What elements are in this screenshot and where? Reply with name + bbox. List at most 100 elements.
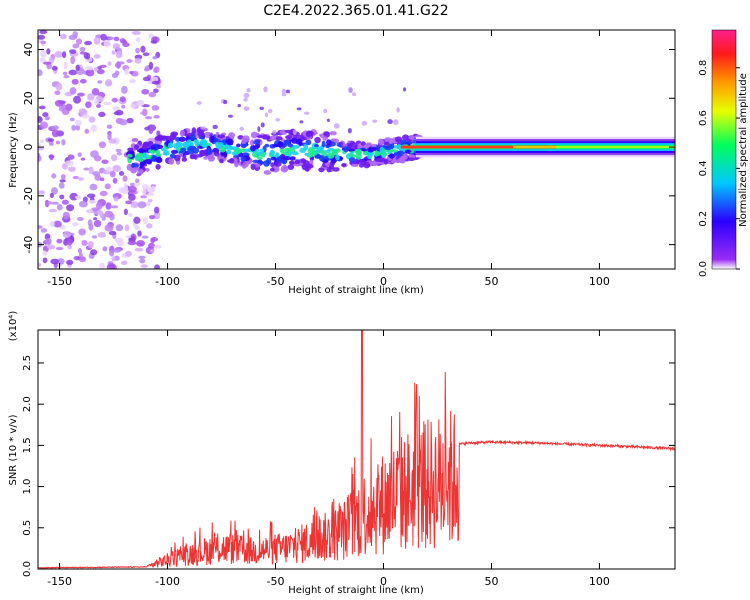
spectrogram-signal-dot xyxy=(139,161,144,169)
spectrogram-signal-dot xyxy=(335,154,340,161)
spectrogram-signal-dot xyxy=(144,159,153,165)
spectrogram-noise-dot xyxy=(111,97,119,103)
spectrogram-noise-dot xyxy=(148,91,157,98)
spectrogram-signal-dot xyxy=(363,161,371,169)
spectrogram-noise-dot xyxy=(87,240,94,249)
spectrogram-signal-dot xyxy=(309,159,314,166)
spectrogram-noise-dot xyxy=(136,173,142,177)
spectrogram-signal-dot xyxy=(343,146,349,153)
spectrogram-noise-dot xyxy=(88,199,97,204)
spectrogram-signal-dot xyxy=(127,147,134,152)
spectrogram-signal-dot xyxy=(264,112,269,118)
spectrogram-noise-dot xyxy=(79,78,87,84)
spectrogram-signal-dot xyxy=(288,160,295,164)
spectrogram-signal-dot xyxy=(403,152,408,159)
spectrogram-signal-dot xyxy=(145,167,150,172)
snr-xtick-label: -100 xyxy=(155,575,180,588)
spectrogram-noise-dot xyxy=(99,262,106,269)
snr-xtick-label: 50 xyxy=(484,575,498,588)
spectrogram-signal-dot xyxy=(240,156,246,162)
spectrogram-noise-dot xyxy=(103,39,111,48)
snr-axes: -150 -100 -50 0 50 100 0.0 0.5 1.0 1.5 2.0 2.5 xyxy=(22,330,675,588)
spectrogram-noise-dot xyxy=(42,250,48,256)
spectrogram-signal-dot xyxy=(213,151,220,157)
spectrogram-noise-dot xyxy=(59,33,67,40)
spectrogram-noise-dot xyxy=(102,101,112,106)
spectrogram-signal-dot xyxy=(387,119,393,125)
spectrogram-noise-dot xyxy=(51,187,58,195)
spectrogram-noise-dot xyxy=(150,76,159,82)
spectrogram-noise-dot xyxy=(47,201,53,205)
spectrogram-noise-dot xyxy=(110,154,118,162)
spectrogram-signal-dot xyxy=(187,148,195,155)
spectrogram-noise-dot xyxy=(81,239,88,246)
spectrogram-noise-dot xyxy=(111,264,117,269)
spectrogram-ylabel: Frequency (Hz) xyxy=(8,112,19,188)
spectrogram-signal-dot xyxy=(250,163,256,170)
spectrogram-noise-dot xyxy=(153,66,160,73)
spectrogram-noise-dot xyxy=(88,116,96,123)
spectrogram-signal-dot xyxy=(289,156,296,161)
spectrogram-signal-dot xyxy=(155,150,161,154)
spectrogram-signal-dot xyxy=(269,149,275,157)
spectrogram-signal-dot xyxy=(348,142,353,149)
spectrogram-signal-dot xyxy=(280,165,289,173)
spectrogram-noise-dot xyxy=(38,225,43,229)
spectrogram-noise-dot xyxy=(113,111,121,116)
spectrogram-noise-dot xyxy=(142,76,151,82)
spectrogram-signal-dot xyxy=(252,159,260,164)
spectrogram-noise-dot xyxy=(71,124,77,131)
spectrogram-noise-dot xyxy=(135,47,140,54)
spectrogram-signal-dot xyxy=(303,111,310,115)
spectrogram-signal-dot xyxy=(294,159,301,165)
spectrogram-noise-dot xyxy=(144,116,153,120)
spectrogram-signal-dot xyxy=(314,136,321,144)
spectrogram-noise-dot xyxy=(94,98,99,106)
spectrogram-signal-dot xyxy=(355,158,363,165)
spectrogram-signal-dot xyxy=(253,140,260,145)
spectrogram-signal-dot xyxy=(229,158,235,164)
spectrogram-noise-dot xyxy=(54,99,64,107)
spectrogram-signal-dot xyxy=(324,149,331,154)
spectrogram-noise-dot xyxy=(148,61,154,70)
spectrogram-noise-dot xyxy=(125,200,133,205)
spectrogram-noise-dot xyxy=(56,258,65,265)
spectrogram-noise-dot xyxy=(83,167,90,171)
spectrogram-noise-dot xyxy=(130,201,139,209)
spectrogram-xtick-label: -100 xyxy=(155,275,180,288)
spectrogram-noise-dot xyxy=(151,105,160,111)
spectrogram-signal-dot xyxy=(355,153,362,160)
spectrogram-noise-dot xyxy=(62,211,70,220)
spectrogram-noise-dot xyxy=(64,160,74,166)
spectrogram-noise-dot xyxy=(85,68,95,77)
spectrogram-signal-dot xyxy=(357,148,363,155)
spectrogram-signal-dot xyxy=(135,152,144,158)
spectrogram-signal-dot xyxy=(160,135,168,141)
spectrogram-signal-dot xyxy=(260,153,266,158)
spectrogram-signal-dot xyxy=(305,139,312,146)
spectrogram-ytick-label: 40 xyxy=(22,43,35,57)
spectrogram-noise-dot xyxy=(142,108,148,117)
spectrogram-signal-dot xyxy=(303,160,310,167)
spectrogram-signal-dot xyxy=(304,152,309,156)
spectrogram-signal-dot xyxy=(269,167,275,172)
spectrogram-noise-dot xyxy=(51,173,57,179)
spectrogram-signal-dot xyxy=(408,154,413,159)
spectrogram-noise-dot xyxy=(140,45,146,53)
spectrogram-noise-dot xyxy=(38,154,42,162)
spectrogram-signal-dot xyxy=(264,143,270,148)
spectrogram-noise-dot xyxy=(62,51,67,59)
spectrogram-noise-dot xyxy=(88,166,94,175)
spectrogram-signal-dot xyxy=(196,101,202,105)
spectrogram-noise-dot xyxy=(115,148,122,153)
figure-title: C2E4.2022.365.01.41.G22 xyxy=(263,3,448,19)
spectrogram-noise-dot xyxy=(69,49,77,54)
spectrogram-noise-dot xyxy=(113,196,119,202)
spectrogram-noise-dot xyxy=(84,128,90,134)
spectrogram-noise-dot xyxy=(146,223,153,229)
spectrogram-signal-dot xyxy=(226,149,232,155)
spectrogram-noise-dot xyxy=(80,157,86,161)
spectrogram-signal-dot xyxy=(379,146,385,153)
spectrogram-noise-dot xyxy=(75,119,82,127)
spectrogram-signal-dot xyxy=(374,158,382,162)
